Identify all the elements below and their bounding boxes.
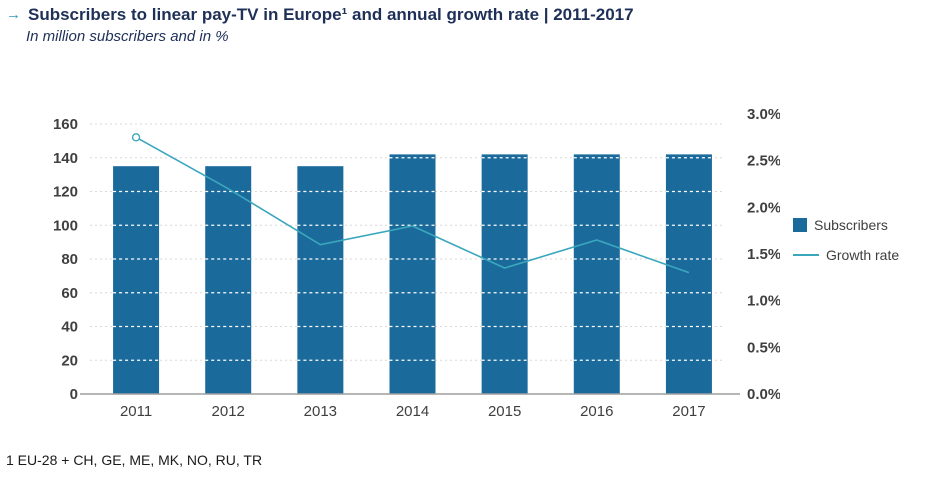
axis-label: 80 [61,251,78,268]
legend-item-subscribers: Subscribers [793,217,899,233]
axis-label: 2014 [396,403,429,420]
axis-label: 40 [61,319,78,336]
chart-header: → Subscribers to linear pay-TV in Europe… [6,4,906,45]
legend-label-growth-rate: Growth rate [826,247,900,263]
bar [389,154,436,394]
axis-label: 2016 [580,403,613,420]
axis-label: 2015 [488,403,521,420]
bar [665,154,712,394]
axis-label: 140 [53,150,78,167]
footnote: 1 EU-28 + CH, GE, ME, MK, NO, RU, TR [6,452,263,468]
growth-rate-line [135,136,690,274]
axis-label: 3.0% [747,106,780,123]
growth-rate-swatch [793,254,819,256]
chart-title: Subscribers to linear pay-TV in Europe¹ … [28,5,634,24]
bar [113,166,160,394]
legend-item-growth-rate: Growth rate [793,247,899,263]
chart-legend: Subscribers Growth rate [793,217,899,277]
axis-label: 20 [61,352,78,369]
axis-label: 1.0% [747,293,780,310]
bar [205,166,252,394]
axis-label: 0.0% [747,386,780,403]
axis-label: 60 [61,285,78,302]
legend-label-subscribers: Subscribers [814,217,888,233]
axis-label: 2013 [304,403,337,420]
chart-subtitle: In million subscribers and in % [26,28,229,45]
axis-label: 0 [70,386,78,403]
axis-label: 120 [53,184,78,201]
subscribers-swatch [793,218,807,232]
axis-label: 160 [53,116,78,133]
chart-plot-area: 0 20 40 60 80 100 120 140 160 0.0% 0.5% 1.0% 1.5% 2.0… [35,93,781,428]
arrow-icon: → [6,6,21,23]
bar [573,154,620,394]
chart-canvas: 0 20 40 60 80 100 120 140 160 0.0% 0.5% 1.0% 1.5% 2.0… [53,106,781,420]
bar [481,154,528,394]
axis-label: 2.0% [747,199,780,216]
line-marker [131,133,141,142]
axis-label: 2017 [672,403,705,420]
axis-label: 0.5% [747,339,780,356]
axis-label: 1.5% [747,246,780,263]
bar [297,166,344,394]
axis-label: 2011 [120,403,152,420]
axis-label: 100 [53,217,78,234]
axis-label: 2012 [212,403,245,420]
axis-label: 2.5% [747,153,780,170]
